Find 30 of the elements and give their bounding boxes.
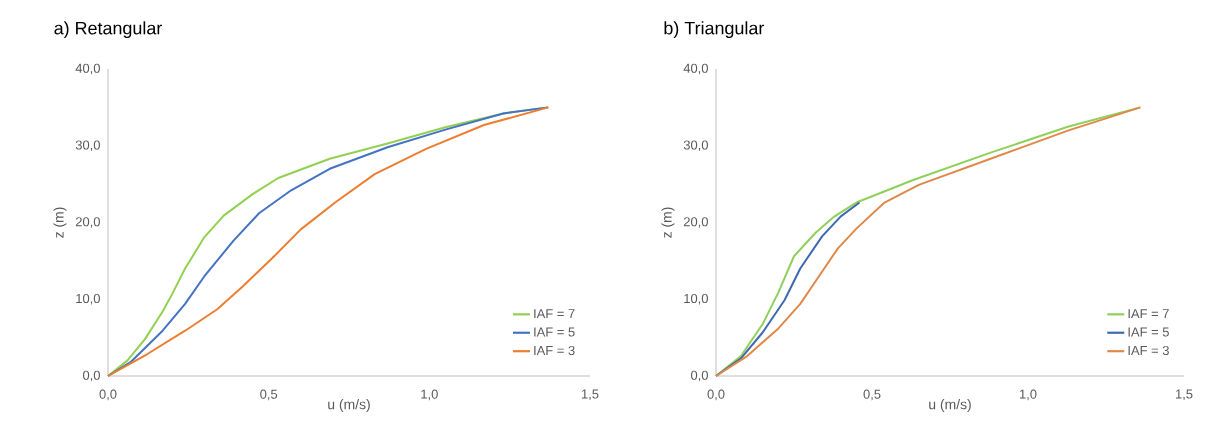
x-tick-label: 1,0 [421,389,438,401]
legend-label: IAF = 5 [1128,327,1169,337]
y-tick-label: 20,0 [75,217,100,228]
y-tick-label: 40,0 [75,63,100,75]
y-tick-label: 30,0 [75,140,100,152]
x-axis-title: u (m/s) [929,399,971,413]
x-tick-label: 1,0 [1019,389,1037,401]
x-tick-label: 0,5 [260,389,278,401]
legend-label: IAF = 7 [534,309,575,319]
y-tick-label: 10,0 [684,293,708,305]
chart-title: a) Retangular [54,21,162,39]
y-axis-title: z (m) [53,207,67,238]
x-tick-label: 0,0 [707,389,725,401]
x-axis-title: u (m/s) [328,399,370,413]
legend-label: IAF = 7 [1128,309,1169,319]
x-tick-label: 1,5 [581,389,599,401]
y-tick-label: 0,0 [82,370,100,382]
chart-title: b) Triangular [664,21,765,39]
legend-label: IAF = 3 [1128,345,1169,356]
y-tick-label: 20,0 [683,217,708,228]
y-tick-label: 10,0 [76,293,100,305]
y-tick-label: 40,0 [683,63,708,75]
legend-label: IAF = 5 [534,327,575,337]
y-tick-label: 30,0 [683,140,708,152]
x-tick-label: 0,0 [99,389,117,401]
x-tick-label: 0,5 [863,389,881,401]
y-axis-title: z (m) [661,207,675,238]
legend-label: IAF = 3 [534,345,575,356]
x-tick-label: 1,5 [1176,389,1193,401]
y-tick-label: 0,0 [690,370,708,382]
